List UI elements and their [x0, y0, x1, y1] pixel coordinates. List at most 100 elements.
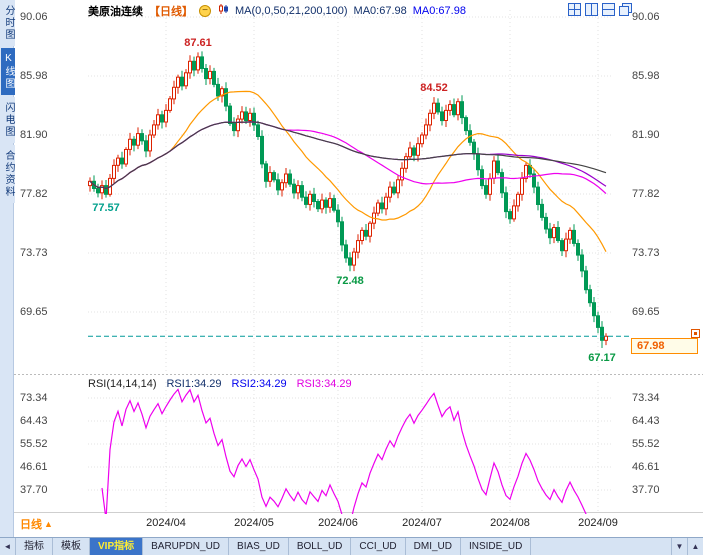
chart-header: 美原油连续 【日线】 − MA(0,0,50,21,200,100) MA0:6… [88, 3, 466, 18]
candle [552, 224, 556, 244]
candle [460, 95, 464, 125]
tab-boll-ud[interactable]: BOLL_UD [289, 538, 352, 555]
candle [156, 108, 160, 130]
candle [288, 169, 292, 187]
candle [260, 130, 264, 169]
tab-dmi-ud[interactable]: DMI_UD [406, 538, 461, 555]
candle [88, 177, 92, 192]
candle [196, 52, 200, 74]
candle [284, 168, 288, 188]
period-tag[interactable]: 【日线】 [149, 5, 193, 18]
candle [252, 107, 256, 131]
candle [248, 108, 252, 127]
candle [304, 191, 308, 209]
candle [512, 199, 516, 222]
candle [336, 204, 340, 228]
candle [556, 221, 560, 243]
grid-layout-icon[interactable] [568, 3, 581, 16]
candle [184, 69, 188, 90]
candle [520, 172, 524, 201]
candle [232, 117, 236, 137]
candle [396, 175, 400, 199]
candle [208, 65, 212, 85]
candle [244, 106, 248, 124]
candle [568, 227, 572, 244]
candle [544, 212, 548, 234]
rsi-line [101, 388, 587, 514]
sidebar-item-lightning-chart[interactable]: 闪电图 [1, 97, 15, 143]
candle [120, 151, 124, 169]
candle [340, 216, 344, 252]
sidebar-item-time-chart[interactable]: 分时图 [1, 0, 15, 46]
tab-bias-ud[interactable]: BIAS_UD [229, 538, 289, 555]
candle [272, 170, 276, 183]
candle [368, 221, 372, 243]
ma-line-21 [89, 90, 607, 252]
tab-scroll-down-icon[interactable]: ▼ [671, 538, 687, 555]
candle [172, 80, 176, 105]
candle [212, 67, 216, 88]
tab-scroll-up-icon[interactable]: ▲ [687, 538, 703, 555]
candle [576, 239, 580, 261]
tab-template[interactable]: 模板 [53, 538, 90, 555]
tile-horizontal-icon[interactable] [602, 3, 615, 16]
candle [320, 193, 324, 214]
candle [176, 74, 180, 94]
symbol-name: 美原油连续 [88, 5, 143, 18]
candle [392, 181, 396, 196]
candle [588, 284, 592, 307]
candle [540, 198, 544, 221]
candle [352, 247, 356, 272]
candle [188, 55, 192, 79]
tile-vertical-icon[interactable] [585, 3, 598, 16]
candlestick-icon [217, 3, 229, 18]
price-marker-icon[interactable] [691, 329, 700, 338]
tab-vip-indicator[interactable]: VIP指标 [90, 538, 144, 555]
ma-value-2: MA0:67.98 [412, 4, 466, 17]
candle [604, 333, 608, 346]
candle [296, 180, 300, 200]
candle [504, 186, 508, 219]
candle [412, 145, 416, 162]
candle [300, 181, 304, 202]
sidebar-item-contract-info[interactable]: 合约资料 [1, 145, 15, 203]
candle [528, 159, 532, 178]
candle [144, 135, 148, 158]
gridlines [14, 10, 703, 513]
rsi1-value: RSI1:34.29 [166, 378, 222, 390]
cascade-windows-icon[interactable] [619, 3, 632, 16]
candle [112, 159, 116, 184]
rsi3-value: RSI3:34.29 [296, 378, 352, 390]
candles-layer [88, 51, 608, 348]
candle [384, 192, 388, 216]
candle [536, 181, 540, 211]
candle [240, 106, 244, 124]
sidebar-item-kline-chart[interactable]: K线图 [1, 48, 15, 95]
candle [140, 129, 144, 145]
candle [328, 192, 332, 213]
candle [388, 181, 392, 203]
tab-inside-ud[interactable]: INSIDE_UD [461, 538, 532, 555]
collapse-icon[interactable]: − [199, 4, 211, 17]
tab-barupdn-ud[interactable]: BARUPDN_UD [143, 538, 230, 555]
bottom-tab-bar: ◄ 指标 模板 VIP指标 BARUPDN_UD BIAS_UD BOLL_UD… [0, 537, 703, 555]
candle [152, 120, 156, 138]
candle [472, 139, 476, 160]
bottom-period-label[interactable]: 日线 ▲ [20, 516, 53, 532]
candle [276, 173, 280, 196]
candle [456, 98, 460, 121]
tab-indicator[interactable]: 指标 [16, 538, 53, 555]
candle [136, 127, 140, 150]
candle [280, 179, 284, 197]
candle [364, 224, 368, 241]
tab-scroll-left-icon[interactable]: ◄ [0, 538, 16, 555]
candle [308, 190, 312, 211]
candle [344, 239, 348, 263]
candle [560, 238, 564, 256]
candle [532, 169, 536, 194]
candle [132, 136, 136, 152]
candle [180, 70, 184, 91]
tab-cci-ud[interactable]: CCI_UD [351, 538, 406, 555]
candle [100, 180, 104, 200]
